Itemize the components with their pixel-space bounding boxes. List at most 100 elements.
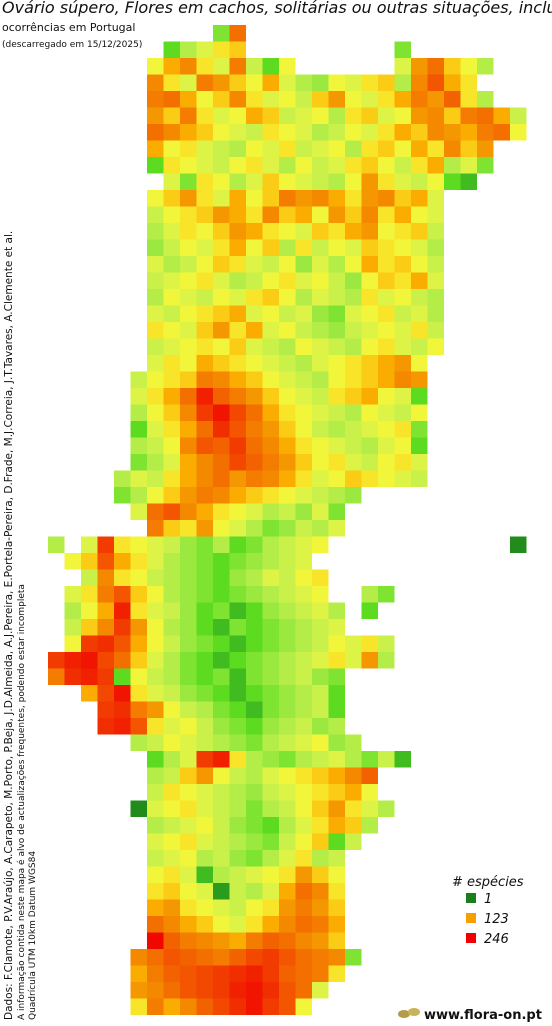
grid-cell [295,866,312,883]
grid-cell [163,289,180,306]
grid-cell [295,503,312,520]
grid-cell [64,553,81,570]
grid-cell [130,437,147,454]
grid-cell [262,371,279,388]
grid-cell [246,998,263,1015]
grid-cell [510,536,527,553]
grid-cell [48,668,65,685]
grid-cell [361,305,378,322]
grid-cell [279,124,296,141]
grid-cell [295,74,312,91]
grid-cell [295,371,312,388]
grid-cell [180,239,197,256]
grid-cell [246,206,263,223]
grid-cell [229,223,246,240]
grid-cell [114,586,131,603]
grid-cell [147,982,164,999]
grid-cell [427,206,444,223]
grid-cell [246,305,263,322]
grid-cell [477,157,494,174]
grid-cell [180,74,197,91]
grid-cell [163,503,180,520]
grid-cell [163,58,180,75]
grid-cell [147,454,164,471]
grid-cell [295,256,312,273]
grid-cell [411,305,428,322]
grid-cell [246,58,263,75]
grid-cell [279,718,296,735]
grid-cell [213,206,230,223]
grid-cell [180,124,197,141]
grid-cell [130,652,147,669]
grid-cell [378,124,395,141]
grid-cell [444,157,461,174]
grid-cell [180,767,197,784]
grid-cell [196,41,213,58]
grid-cell [196,157,213,174]
grid-cell [328,784,345,801]
grid-cell [312,949,329,966]
grid-cell [130,701,147,718]
credits-note: A informação contida neste mapa é alvo d… [16,584,27,1020]
grid-cell [196,421,213,438]
grid-cell [312,355,329,372]
grid-cell [378,355,395,372]
grid-cell [427,58,444,75]
grid-cell [477,140,494,157]
grid-cell [196,784,213,801]
grid-cell [460,107,477,124]
grid-cell [213,553,230,570]
grid-cell [427,305,444,322]
grid-cell [180,190,197,207]
grid-cell [378,437,395,454]
grid-cell [196,949,213,966]
grid-cell [196,338,213,355]
grid-cell [163,487,180,504]
grid-cell [328,437,345,454]
grid-cell [378,470,395,487]
grid-cell [427,289,444,306]
grid-cell [196,437,213,454]
grid-cell [114,569,131,586]
title: Ovário súpero, Flores em cachos, solitár… [2,0,552,17]
grid-cell [246,685,263,702]
grid-cell [163,652,180,669]
grid-cell [394,173,411,190]
grid-cell [427,190,444,207]
grid-cell [328,635,345,652]
grid-cell [163,41,180,58]
grid-cell [378,272,395,289]
grid-cell [328,718,345,735]
grid-cell [411,58,428,75]
grid-cell [246,536,263,553]
grid-cell [394,305,411,322]
grid-cell [262,272,279,289]
grid-cell [196,124,213,141]
grid-cell [328,734,345,751]
grid-cell [378,256,395,273]
grid-cell [196,982,213,999]
grid-cell [295,619,312,636]
grid-cell [279,668,296,685]
grid-cell [229,503,246,520]
grid-cell [262,223,279,240]
grid-cell [295,916,312,933]
grid-cell [180,289,197,306]
grid-cell [295,784,312,801]
grid-cell [229,850,246,867]
grid-cell [328,470,345,487]
grid-cell [279,404,296,421]
grid-cell [196,140,213,157]
grid-cell [246,718,263,735]
grid-cell [460,173,477,190]
grid-cell [180,817,197,834]
grid-cell [328,916,345,933]
grid-cell [295,223,312,240]
grid-cell [361,355,378,372]
grid-cell [394,355,411,372]
grid-cell [328,355,345,372]
grid-cell [279,701,296,718]
grid-cell [312,454,329,471]
grid-cell [97,685,114,702]
